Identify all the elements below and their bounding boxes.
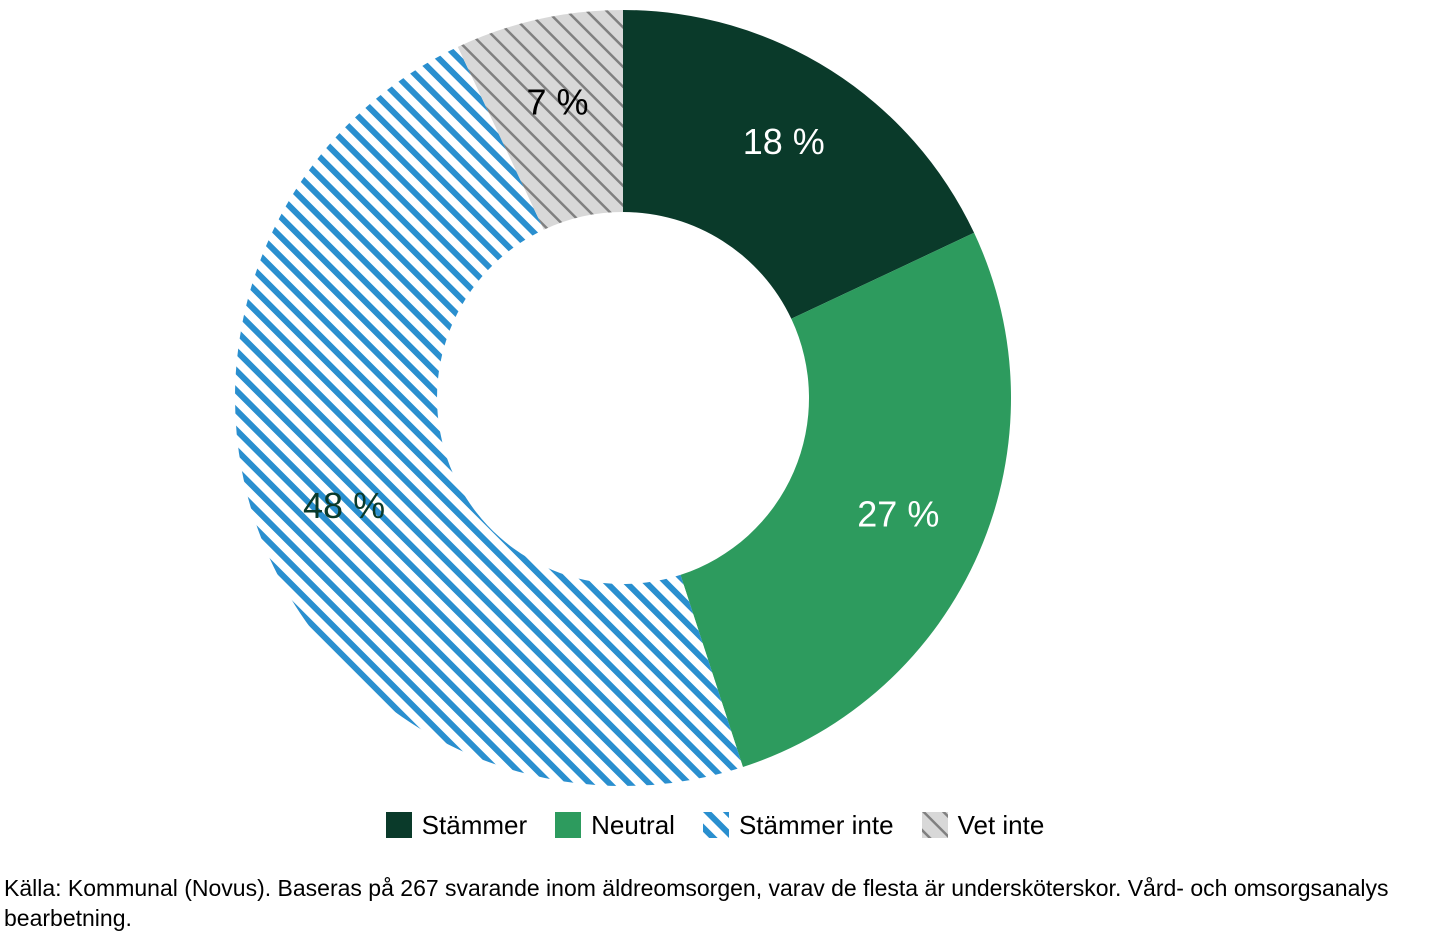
- slice-label-vet_inte: 7 %: [527, 82, 589, 123]
- legend-item-stammer: Stämmer: [386, 812, 527, 838]
- legend-item-stammer_inte: Stämmer inte: [703, 812, 894, 838]
- legend-item-vet_inte: Vet inte: [922, 812, 1045, 838]
- page: 18 % 27 % 48 % 7 % Stämmer Neutral Stämmer in…: [0, 0, 1430, 937]
- legend-label-vet_inte: Vet inte: [958, 812, 1045, 838]
- legend: Stämmer Neutral Stämmer inte Vet inte: [0, 812, 1430, 838]
- source-caption: Källa: Kommunal (Novus). Baseras på 267 …: [4, 874, 1410, 934]
- donut-chart: 18 % 27 % 48 % 7 %: [0, 0, 1430, 810]
- legend-label-neutral: Neutral: [591, 812, 675, 838]
- slice-neutral: [680, 233, 1011, 767]
- slice-label-stammer: 18 %: [743, 121, 825, 162]
- legend-swatch-stammer: [386, 812, 412, 838]
- legend-label-stammer_inte: Stämmer inte: [739, 812, 894, 838]
- legend-swatch-neutral: [555, 812, 581, 838]
- slice-label-stammer_inte: 48 %: [303, 485, 385, 526]
- legend-swatch-stammer_inte: [703, 812, 729, 838]
- legend-swatch-vet_inte: [922, 812, 948, 838]
- legend-item-neutral: Neutral: [555, 812, 675, 838]
- slice-label-neutral: 27 %: [857, 494, 939, 535]
- legend-label-stammer: Stämmer: [422, 812, 527, 838]
- donut-svg: 18 % 27 % 48 % 7 %: [0, 0, 1430, 810]
